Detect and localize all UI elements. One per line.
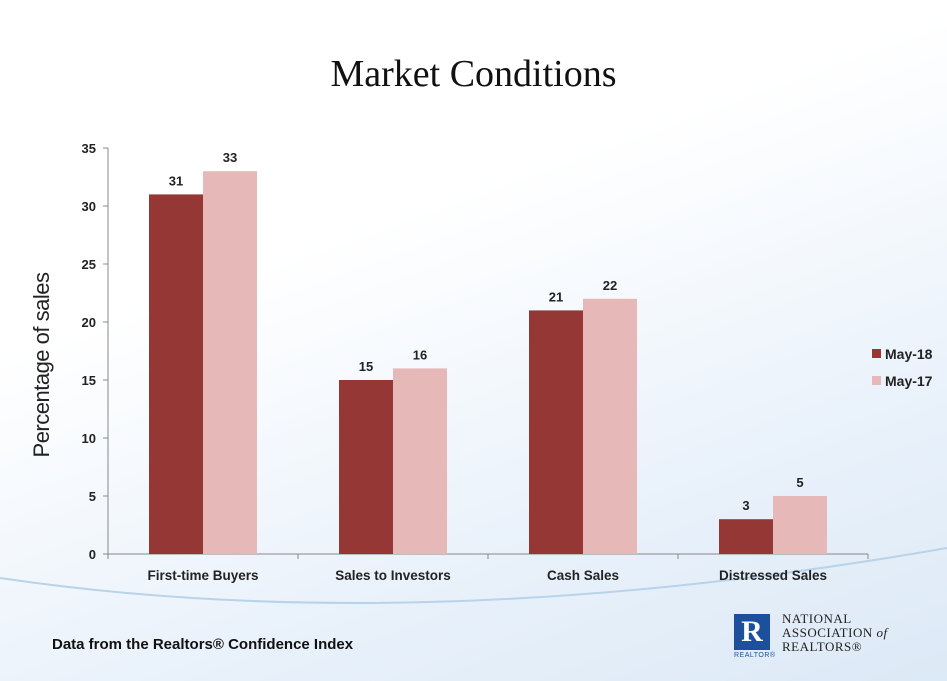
y-tick-label: 20 <box>82 315 96 330</box>
data-label: 22 <box>603 278 617 293</box>
bar-may-18 <box>339 380 393 554</box>
y-tick-label: 0 <box>89 547 96 562</box>
logo-line-2-of: of <box>876 625 888 640</box>
logo-line-2-text: ASSOCIATION <box>782 625 873 640</box>
bar-may-17 <box>393 368 447 554</box>
bar-may-18 <box>149 194 203 554</box>
data-label: 16 <box>413 347 427 362</box>
x-tick-label: First-time Buyers <box>147 568 258 583</box>
data-label: 31 <box>169 173 183 188</box>
y-tick-label: 5 <box>89 489 96 504</box>
x-tick-label: Sales to Investors <box>335 568 451 583</box>
legend-swatch-may-18 <box>872 349 881 358</box>
logo-realtor-sub: REALTOR® <box>734 652 776 659</box>
legend-swatch-may-17 <box>872 376 881 385</box>
legend: May-18 May-17 <box>872 340 932 394</box>
y-tick-label: 25 <box>82 257 96 272</box>
bar-may-18 <box>719 519 773 554</box>
y-tick-label: 35 <box>82 141 96 156</box>
chart-title: Market Conditions <box>330 53 617 95</box>
logo-line-2: ASSOCIATION of <box>782 626 888 640</box>
data-label: 21 <box>549 289 563 304</box>
logo-wordmark: NATIONAL ASSOCIATION of REALTORS® <box>782 612 888 654</box>
y-tick-label: 30 <box>82 199 96 214</box>
data-label: 33 <box>223 150 237 165</box>
bar-may-17 <box>203 171 257 554</box>
y-tick-label: 10 <box>82 431 96 446</box>
y-axis-label: Percentage of sales <box>29 272 54 458</box>
x-tick-label: Cash Sales <box>547 568 619 583</box>
data-label: 15 <box>359 359 373 374</box>
logo-line-3: REALTORS® <box>782 639 863 654</box>
legend-item-may-17: May-17 <box>872 367 932 394</box>
x-tick-label: Distressed Sales <box>719 568 827 583</box>
legend-label: May-17 <box>885 372 933 389</box>
legend-item-may-18: May-18 <box>872 340 932 367</box>
y-tick-label: 15 <box>82 373 96 388</box>
logo-line-1: NATIONAL <box>782 611 852 626</box>
data-label: 5 <box>796 475 803 490</box>
bar-may-18 <box>529 310 583 554</box>
data-label: 3 <box>742 498 749 513</box>
decorative-swoosh <box>0 547 947 604</box>
realtor-r-icon: R <box>734 614 770 650</box>
source-note: Data from the Realtors® Confidence Index <box>52 636 354 653</box>
nar-logo: R REALTOR® NATIONAL ASSOCIATION of REALT… <box>734 612 934 662</box>
bar-may-17 <box>583 298 637 554</box>
legend-label: May-18 <box>885 345 933 362</box>
bar-may-17 <box>773 496 827 554</box>
